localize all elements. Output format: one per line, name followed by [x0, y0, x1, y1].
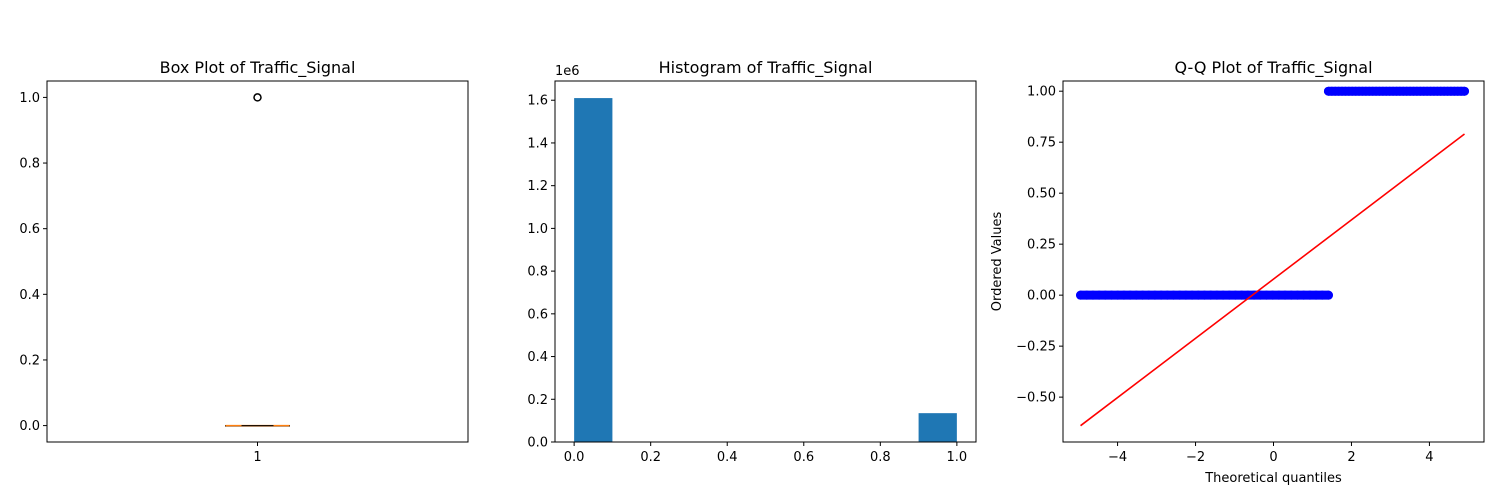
qq-point [1212, 290, 1222, 300]
qq-point [1169, 290, 1179, 300]
y-tick-label: 0.6 [527, 307, 548, 322]
y-tick-label: 1.0 [527, 222, 548, 237]
qq-point [1299, 290, 1309, 300]
qq-point [1076, 290, 1086, 300]
y-axis-label: Ordered Values [990, 212, 1005, 312]
qq-point [1274, 290, 1284, 300]
qq-point [1150, 290, 1160, 300]
fit-line [1080, 133, 1465, 427]
qq-point [1317, 290, 1327, 300]
y-tick-label: 0.2 [19, 353, 40, 368]
plot-frame [46, 80, 469, 443]
y-tick-label: 0.00 [1027, 289, 1056, 304]
x-tick-label: 0.0 [564, 450, 585, 465]
qq-point [1268, 290, 1278, 300]
y-tick-label: 0.0 [19, 419, 40, 434]
plot-frame-overlay [554, 80, 977, 443]
panel-histogram: Histogram of Traffic_Signal 0.0 0.2 0.4 0.6 0… [527, 58, 977, 465]
y-tick-label: 1.0 [19, 91, 40, 106]
y-tick-label: 0.4 [527, 350, 548, 365]
qq-point [1144, 290, 1154, 300]
qq-point [1200, 290, 1210, 300]
qq-point [1162, 290, 1172, 300]
qq-point [1292, 290, 1302, 300]
y-tick-label: 1.6 [527, 94, 548, 109]
y-tick-label: 0.2 [527, 393, 548, 408]
qq-point [1082, 290, 1092, 300]
histogram-bar [918, 413, 957, 442]
qq-point [1107, 290, 1117, 300]
x-tick-label: 1.0 [947, 450, 968, 465]
qq-point [1311, 290, 1321, 300]
y-tick-label: 1.00 [1027, 85, 1056, 100]
outlier-point [253, 93, 262, 102]
y-tick-label: 0.8 [19, 157, 40, 172]
qq-point [1255, 290, 1265, 300]
qq-point [1125, 290, 1135, 300]
x-tick-label: 0.4 [717, 450, 738, 465]
y-tick-label: 0.4 [19, 288, 40, 303]
qq-point [1088, 290, 1098, 300]
qq-point [1187, 290, 1197, 300]
y-tick-label: 0.50 [1027, 187, 1056, 202]
x-tick-label: 4 [1425, 450, 1433, 465]
qq-point [1323, 290, 1333, 300]
y-tick-label: 0.0 [527, 436, 548, 451]
y-tick-label: 0.25 [1027, 238, 1056, 253]
y-tick-label: 1.2 [527, 179, 548, 194]
qq-point [1280, 290, 1290, 300]
panel-qq: Q-Q Plot of Traffic_Signal −0.50 −0.25 0.00… [990, 58, 1485, 486]
chart-title: Box Plot of Traffic_Signal [160, 58, 356, 78]
qq-point [1237, 290, 1247, 300]
y-tick-label: −0.50 [1016, 391, 1056, 406]
y-tick-label: 0.8 [527, 265, 548, 280]
x-axis-label: Theoretical quantiles [1204, 471, 1342, 486]
y-tick-label: 0.6 [19, 222, 40, 237]
qq-point [1113, 290, 1123, 300]
panel-box: Box Plot of Traffic_Signal 0.0 0.2 0.4 0.6 0.… [19, 58, 469, 465]
qq-point [1138, 290, 1148, 300]
qq-point [1286, 290, 1296, 300]
x-tick-label: −2 [1186, 450, 1205, 465]
qq-point [1230, 290, 1240, 300]
qq-point [1175, 290, 1185, 300]
plot-frame [1062, 80, 1485, 443]
qq-point [1224, 290, 1234, 300]
chart-title: Histogram of Traffic_Signal [659, 58, 873, 78]
y-tick-label: 1.4 [527, 136, 548, 151]
qq-point [1119, 290, 1129, 300]
x-tick-label: 0.2 [640, 450, 661, 465]
qq-point [1206, 290, 1216, 300]
qq-point [1156, 290, 1166, 300]
qq-point [1305, 290, 1315, 300]
y-tick-label: 0.75 [1027, 136, 1056, 151]
x-tick-label: −4 [1108, 450, 1127, 465]
x-tick-label: 2 [1347, 450, 1355, 465]
qq-point [1261, 290, 1271, 300]
qq-point [1193, 290, 1203, 300]
qq-series-1 [1323, 86, 1470, 96]
x-tick-label: 0 [1269, 450, 1277, 465]
x-tick-label: 0.6 [793, 450, 814, 465]
histogram-bar [574, 98, 613, 443]
y-offset-text: 1e6 [555, 64, 580, 79]
plot-frame [554, 80, 977, 443]
x-tick-label: 1 [253, 450, 261, 465]
qq-point [1131, 290, 1141, 300]
chart-title: Q-Q Plot of Traffic_Signal [1174, 58, 1372, 78]
qq-series-0 [1076, 290, 1333, 300]
qq-point [1094, 290, 1104, 300]
qq-point [1218, 290, 1228, 300]
x-tick-label: 0.8 [870, 450, 891, 465]
qq-point [1181, 290, 1191, 300]
qq-point [1100, 290, 1110, 300]
y-tick-label: −0.25 [1016, 340, 1056, 355]
qq-point [1460, 86, 1470, 96]
